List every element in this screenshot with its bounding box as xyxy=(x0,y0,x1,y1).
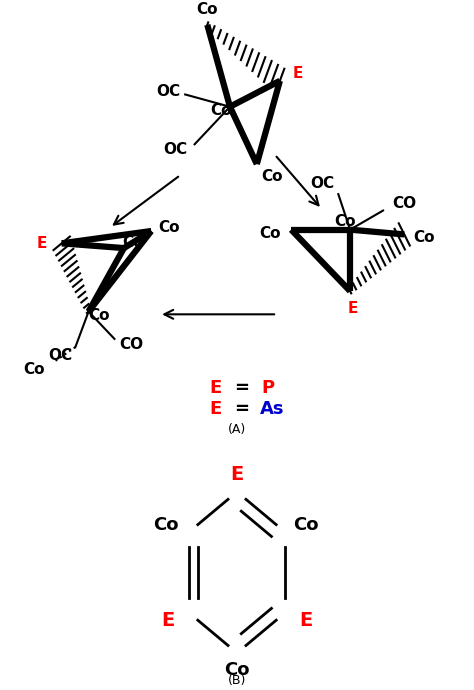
Text: Co: Co xyxy=(413,230,435,246)
Text: =: = xyxy=(234,379,249,397)
Text: E: E xyxy=(292,66,303,81)
Text: E: E xyxy=(230,465,244,484)
Text: CO: CO xyxy=(392,196,416,211)
Text: Co: Co xyxy=(154,516,179,534)
Text: Co: Co xyxy=(224,661,250,679)
Text: E: E xyxy=(36,236,47,250)
Text: OC: OC xyxy=(156,84,181,99)
Text: Co: Co xyxy=(158,220,180,235)
Text: Co: Co xyxy=(293,516,319,534)
Text: Co: Co xyxy=(123,235,144,250)
Text: (A): (A) xyxy=(228,422,246,435)
Text: Co: Co xyxy=(261,169,283,184)
Text: Co: Co xyxy=(197,2,218,17)
Text: E: E xyxy=(161,611,174,631)
Text: Co: Co xyxy=(88,308,109,322)
Text: As: As xyxy=(260,400,284,417)
Text: E: E xyxy=(347,301,358,316)
Text: E: E xyxy=(300,611,313,631)
Text: OC: OC xyxy=(164,141,188,157)
Text: Co: Co xyxy=(211,103,232,118)
Text: Co: Co xyxy=(24,362,45,377)
Text: P: P xyxy=(261,379,274,397)
Text: Co: Co xyxy=(335,214,356,229)
Text: CO: CO xyxy=(119,337,143,352)
Text: (B): (B) xyxy=(228,674,246,687)
Text: OC: OC xyxy=(48,348,73,364)
Text: OC: OC xyxy=(310,176,334,190)
Text: =: = xyxy=(234,400,249,417)
Text: Co: Co xyxy=(259,226,281,241)
Text: E: E xyxy=(210,400,222,417)
Text: E: E xyxy=(210,379,222,397)
